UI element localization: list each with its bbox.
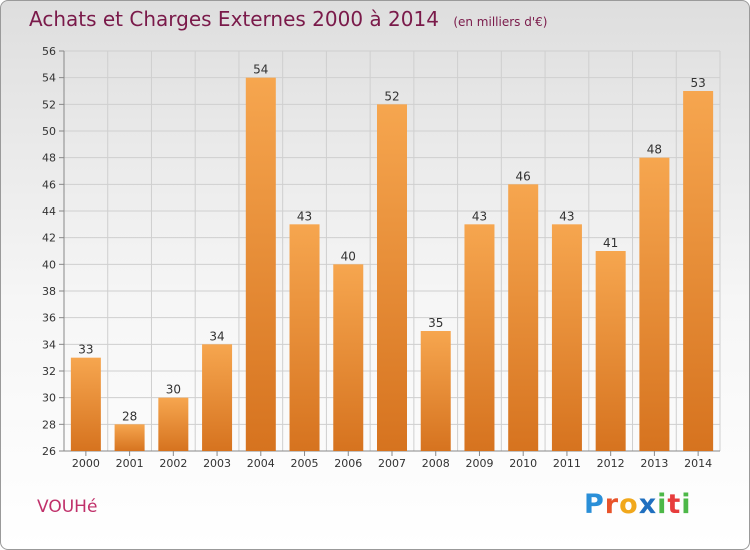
bar-value-label: 35 <box>428 316 443 330</box>
x-tick-label: 2004 <box>247 457 275 470</box>
bar <box>508 184 539 452</box>
y-tick-label: 48 <box>42 152 56 165</box>
bar-value-label: 52 <box>384 89 399 103</box>
chart-title: Achats et Charges Externes 2000 à 2014 (… <box>29 7 547 31</box>
bar-value-label: 28 <box>122 409 137 423</box>
bar <box>245 77 276 452</box>
chart-unit: (en milliers d'€) <box>453 15 548 29</box>
y-tick-label: 56 <box>42 45 56 58</box>
x-tick-label: 2009 <box>465 457 493 470</box>
x-tick-label: 2012 <box>597 457 625 470</box>
bar-value-label: 48 <box>647 143 662 157</box>
y-tick-label: 42 <box>42 232 56 245</box>
bar-value-label: 46 <box>516 169 531 183</box>
bar <box>420 331 451 451</box>
y-tick-label: 50 <box>42 125 56 138</box>
bar <box>333 264 364 451</box>
labels: 26 28 30 32 34 36 38 40 42 44 46 48 50 52 54 56 33 2000 28… <box>42 45 712 470</box>
y-tick-label: 28 <box>42 418 56 431</box>
commune-name: VOUHé <box>37 497 98 517</box>
y-tick-label: 40 <box>42 258 56 271</box>
x-tick-label: 2006 <box>334 457 362 470</box>
bar <box>683 91 714 451</box>
bar <box>158 397 189 451</box>
bar-value-label: 43 <box>559 209 574 223</box>
bar-value-label: 43 <box>297 209 312 223</box>
bar-value-label: 54 <box>253 63 268 77</box>
x-tick-label: 2001 <box>116 457 144 470</box>
bar-value-label: 33 <box>78 343 93 357</box>
bar-value-label: 34 <box>209 329 224 343</box>
bar <box>551 224 582 451</box>
y-tick-label: 44 <box>42 205 56 218</box>
bar-value-label: 53 <box>690 76 705 90</box>
y-tick-label: 52 <box>42 98 56 111</box>
proxiti-logo[interactable]: Proxiti <box>584 489 692 520</box>
y-tick-label: 34 <box>42 338 56 351</box>
x-tick-label: 2010 <box>509 457 537 470</box>
y-tick-label: 38 <box>42 285 56 298</box>
bar <box>464 224 495 451</box>
y-tick-label: 32 <box>42 365 56 378</box>
y-tick-label: 26 <box>42 445 56 458</box>
x-tick-label: 2005 <box>291 457 319 470</box>
bar <box>70 357 101 451</box>
bar <box>377 104 407 451</box>
x-tick-label: 2000 <box>72 457 100 470</box>
bar <box>639 157 670 451</box>
bars <box>70 77 714 452</box>
y-tick-label: 30 <box>42 392 56 405</box>
bar <box>114 424 145 451</box>
y-tick-label: 36 <box>42 312 56 325</box>
bar-value-label: 43 <box>472 209 487 223</box>
bar-value-label: 40 <box>341 249 356 263</box>
chart-title-text: Achats et Charges Externes 2000 à 2014 <box>29 7 439 31</box>
bar <box>595 251 626 451</box>
x-tick-label: 2007 <box>378 457 406 470</box>
bar-value-label: 30 <box>166 383 181 397</box>
x-tick-label: 2003 <box>203 457 231 470</box>
x-tick-label: 2008 <box>422 457 450 470</box>
x-tick-label: 2013 <box>640 457 668 470</box>
x-tick-label: 2014 <box>684 457 712 470</box>
bar-value-label: 41 <box>603 236 618 250</box>
y-tick-label: 54 <box>42 72 56 85</box>
x-tick-label: 2002 <box>159 457 187 470</box>
bar <box>202 344 233 451</box>
y-tick-label: 46 <box>42 178 56 191</box>
x-tick-label: 2011 <box>553 457 581 470</box>
bar <box>289 224 320 451</box>
